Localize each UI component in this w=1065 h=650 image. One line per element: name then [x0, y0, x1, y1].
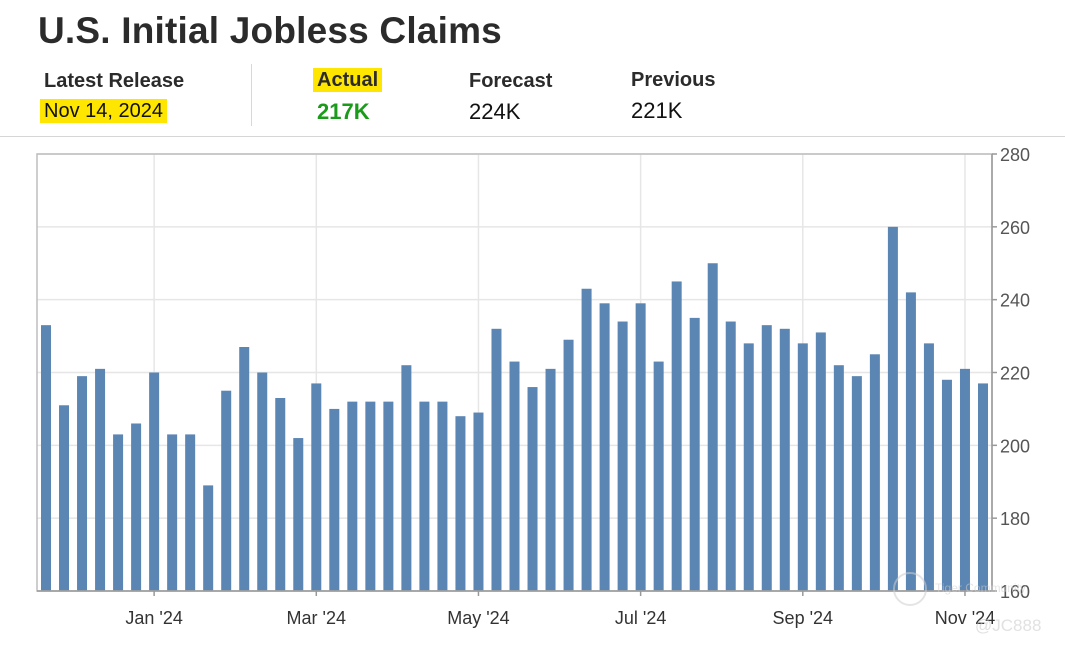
y-tick-label: 240	[1000, 291, 1030, 311]
previous-value: 221K	[631, 98, 683, 123]
bar	[95, 368, 106, 591]
watermark-brand: Tiger Community	[935, 581, 1026, 595]
bar	[329, 408, 340, 591]
y-tick-label: 220	[1000, 364, 1030, 384]
bar	[491, 328, 502, 591]
forecast-value: 224K	[469, 99, 521, 124]
bar	[653, 361, 664, 591]
previous-label: Previous	[631, 69, 716, 91]
y-tick-label: 180	[1000, 509, 1030, 529]
bar	[905, 292, 916, 591]
header-separator	[0, 136, 1065, 137]
bar	[437, 401, 448, 591]
tiger-logo-icon	[893, 572, 927, 606]
actual-value: 217K	[317, 99, 370, 124]
bar	[293, 438, 304, 591]
y-tick-label: 280	[1000, 145, 1030, 165]
x-tick-label: Jan '24	[125, 608, 182, 628]
bar	[365, 401, 376, 591]
bar	[545, 368, 556, 591]
bar	[383, 401, 394, 591]
bar	[257, 372, 268, 591]
bar	[167, 434, 178, 591]
bar	[959, 368, 970, 591]
bar	[833, 365, 844, 591]
bar	[761, 325, 772, 591]
bar	[635, 303, 646, 591]
latest-release-label: Latest Release	[44, 70, 185, 92]
actual-label-text: Actual	[313, 68, 383, 92]
bar	[563, 339, 574, 591]
latest-release-date: Nov 14, 2024	[40, 99, 167, 123]
watermark-user: @JC888	[975, 616, 1042, 635]
bar	[923, 343, 934, 591]
bar	[851, 376, 862, 591]
bar	[581, 288, 592, 591]
bar	[707, 263, 718, 591]
x-tick-label: Nov '24	[935, 608, 995, 628]
bar	[419, 401, 430, 591]
latest-release-value: Nov 14, 2024	[40, 99, 167, 123]
x-tick-label: Sep '24	[773, 608, 834, 628]
y-tick-label: 260	[1000, 218, 1030, 238]
bar	[527, 387, 538, 591]
bar	[869, 354, 880, 591]
bar	[473, 412, 484, 591]
bar	[509, 361, 520, 591]
bar	[743, 343, 754, 591]
bar	[311, 383, 322, 591]
bar	[149, 372, 160, 591]
bar	[41, 325, 52, 591]
x-tick-label: Jul '24	[615, 608, 666, 628]
bar	[221, 390, 232, 591]
page-title: U.S. Initial Jobless Claims	[38, 10, 502, 51]
x-tick-label: May '24	[447, 608, 509, 628]
bar	[815, 332, 826, 591]
bar	[401, 365, 412, 591]
bar	[113, 434, 124, 591]
x-tick-label: Mar '24	[287, 608, 346, 628]
bar	[131, 423, 142, 591]
bar	[977, 383, 988, 591]
jobless-claims-chart: 160 180 200 220 240 260 280 Jan '24 Mar '24 May '…	[36, 145, 1030, 628]
y-tick-label: 160	[1000, 582, 1030, 602]
y-tick-label: 200	[1000, 436, 1030, 456]
bar	[347, 401, 358, 591]
bar	[689, 317, 700, 591]
actual-label: Actual	[313, 68, 383, 92]
bar	[59, 405, 70, 591]
bar	[797, 343, 808, 591]
bar	[887, 226, 898, 591]
bar	[671, 281, 682, 591]
bar	[725, 321, 736, 591]
header-divider	[251, 64, 252, 126]
bar	[239, 347, 250, 591]
bar	[203, 485, 214, 591]
bar	[941, 379, 952, 591]
bar	[599, 303, 610, 591]
bar	[275, 397, 286, 591]
bar	[455, 416, 466, 591]
forecast-label: Forecast	[469, 70, 553, 92]
watermark: Tiger Community @JC888	[893, 572, 1043, 640]
bar	[779, 328, 790, 591]
bar	[77, 376, 88, 591]
bar	[617, 321, 628, 591]
bar	[185, 434, 196, 591]
